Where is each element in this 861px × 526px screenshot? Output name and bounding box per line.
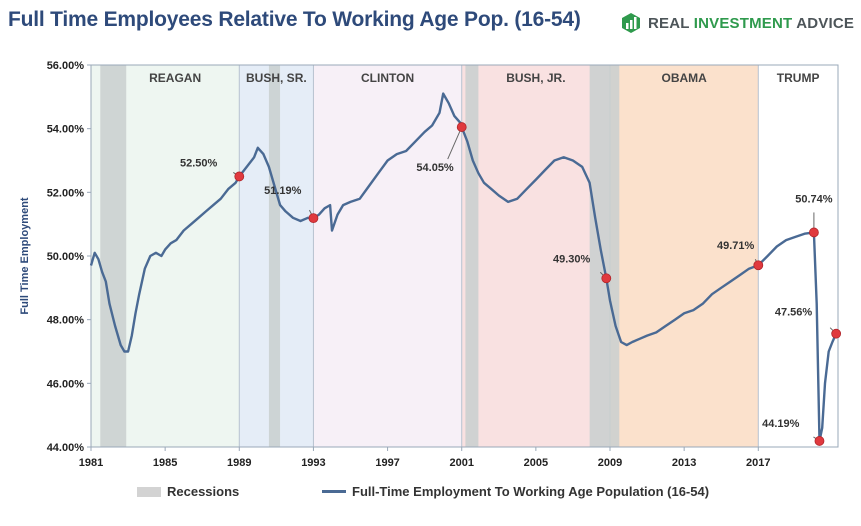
annotation-marker (814, 436, 825, 446)
y-tick-label: 54.00% (47, 124, 85, 136)
era-label: CLINTON (361, 71, 414, 85)
x-tick-label: 2017 (746, 457, 770, 469)
y-tick-label: 50.00% (47, 251, 85, 263)
y-tick-label: 44.00% (47, 442, 85, 454)
x-tick-label: 2001 (449, 457, 473, 469)
era-band (461, 65, 611, 447)
x-tick-label: 2009 (598, 457, 622, 469)
annotation-marker (601, 273, 612, 284)
era-band (758, 65, 838, 447)
era-label: TRUMP (777, 71, 820, 85)
y-tick-label: 48.00% (47, 315, 85, 327)
era-label: BUSH, SR. (246, 71, 307, 85)
annotation-leader (447, 126, 463, 160)
recession-band (465, 65, 479, 447)
annotation-label: 54.05% (416, 162, 454, 174)
brand-logo: REAL INVESTMENT ADVICE (620, 10, 854, 36)
era-label: BUSH, JR. (506, 71, 565, 85)
y-tick-label: 56.00% (47, 60, 85, 72)
bar-chart-logo-icon (622, 13, 640, 33)
era-label: OBAMA (661, 71, 707, 85)
annotation-marker (753, 260, 764, 271)
annotation-label: 44.19% (762, 418, 800, 430)
era-band (610, 65, 759, 447)
annotation-label: 49.71% (717, 240, 755, 252)
recession-band (268, 65, 281, 447)
y-tick-label: 46.00% (47, 378, 85, 390)
x-tick-label: 1989 (227, 457, 251, 469)
era-label: REAGAN (149, 71, 201, 85)
legend-item-series: Full-Time Employment To Working Age Popu… (322, 484, 709, 499)
x-tick-label: 1997 (375, 457, 399, 469)
brand-name: REAL INVESTMENT ADVICE (648, 14, 855, 32)
annotation-marker (831, 328, 842, 339)
annotation-marker (308, 213, 319, 224)
y-tick-label: 52.00% (47, 187, 85, 199)
annotation-label: 47.56% (775, 307, 813, 319)
legend-label-recessions: Recessions (167, 484, 240, 499)
chart-title: Full Time Employees Relative To Working … (8, 8, 581, 31)
annotation-label: 50.74% (795, 193, 833, 205)
annotation-marker (456, 122, 467, 132)
legend-item-recessions: Recessions (137, 484, 239, 499)
legend-label-series: Full-Time Employment To Working Age Popu… (352, 484, 710, 499)
x-tick-label: 2005 (524, 457, 548, 469)
y-axis-label: Full Time Employment (19, 197, 31, 314)
annotation-marker (234, 171, 245, 182)
x-tick-label: 1981 (79, 457, 103, 469)
annotation-label: 52.50% (180, 157, 218, 169)
x-tick-label: 1993 (301, 457, 325, 469)
recession-swatch (137, 486, 161, 497)
series-line (89, 92, 838, 443)
legend: Recessions Full-Time Employment To Worki… (0, 482, 861, 504)
recession-band (100, 65, 127, 447)
x-tick-label: 1985 (153, 457, 177, 469)
era-band (313, 65, 462, 447)
annotation-marker (809, 227, 819, 238)
annotation-label: 51.19% (264, 185, 302, 197)
x-tick-label: 2013 (672, 457, 696, 469)
recession-band (589, 65, 620, 447)
series-swatch (322, 490, 346, 493)
annotation-label: 49.30% (553, 253, 591, 265)
